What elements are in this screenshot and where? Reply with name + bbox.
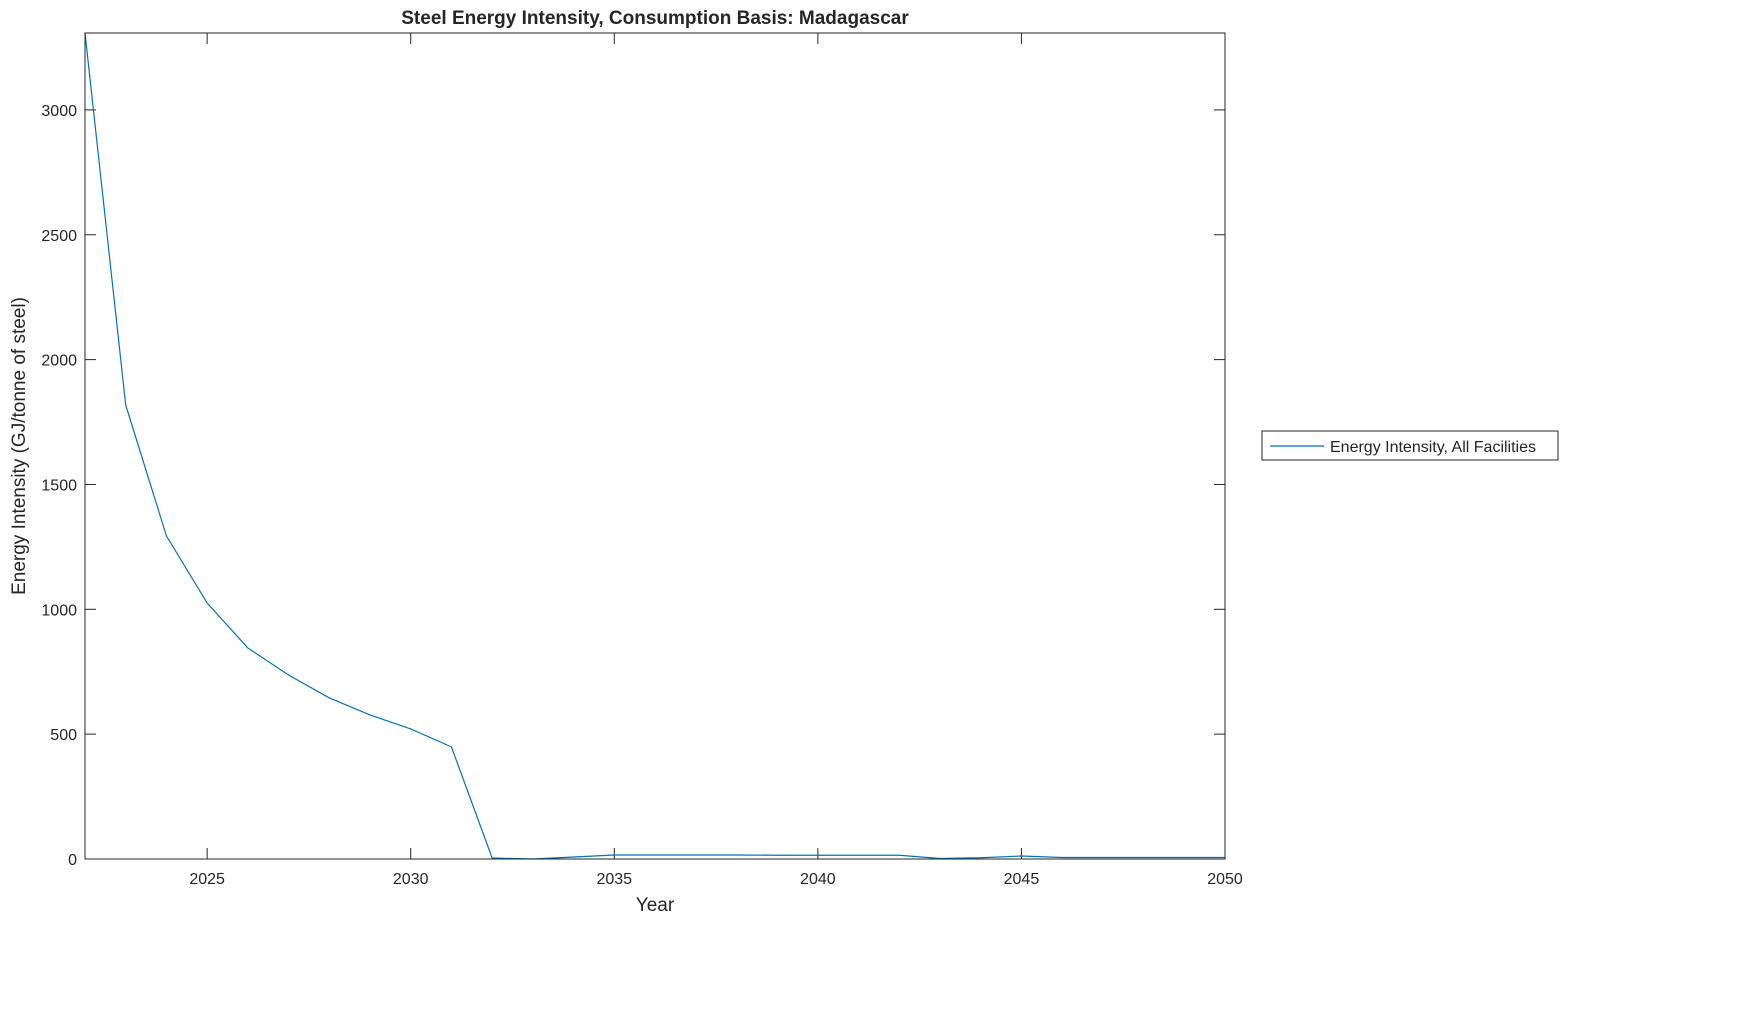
y-tick-label: 3000 [41, 103, 77, 120]
y-tick-label: 2500 [41, 228, 77, 245]
y-tick-label: 500 [50, 727, 77, 744]
x-tick-label: 2040 [800, 871, 836, 888]
data-points [85, 33, 1225, 859]
plot-area-frame [85, 33, 1225, 859]
chart-title: Steel Energy Intensity, Consumption Basi… [401, 8, 909, 29]
legend: Energy Intensity, All Facilities [1262, 431, 1558, 460]
x-tick-label: 2030 [393, 871, 429, 888]
legend-label: Energy Intensity, All Facilities [1330, 439, 1536, 456]
x-tick-label: 2035 [596, 871, 632, 888]
x-tick-label: 2025 [189, 871, 225, 888]
x-tick-label: 2045 [1004, 871, 1040, 888]
series-line [85, 33, 1225, 859]
y-tick-label: 2000 [41, 353, 77, 370]
x-tick-label: 2050 [1207, 871, 1243, 888]
y-tick-label: 1500 [41, 477, 77, 494]
y-tick-label: 1000 [41, 602, 77, 619]
y-tick-label: 0 [68, 852, 77, 869]
y-axis-label: Energy Intensity (GJ/tonne of steel) [9, 297, 30, 595]
x-axis-label: Year [636, 895, 675, 916]
